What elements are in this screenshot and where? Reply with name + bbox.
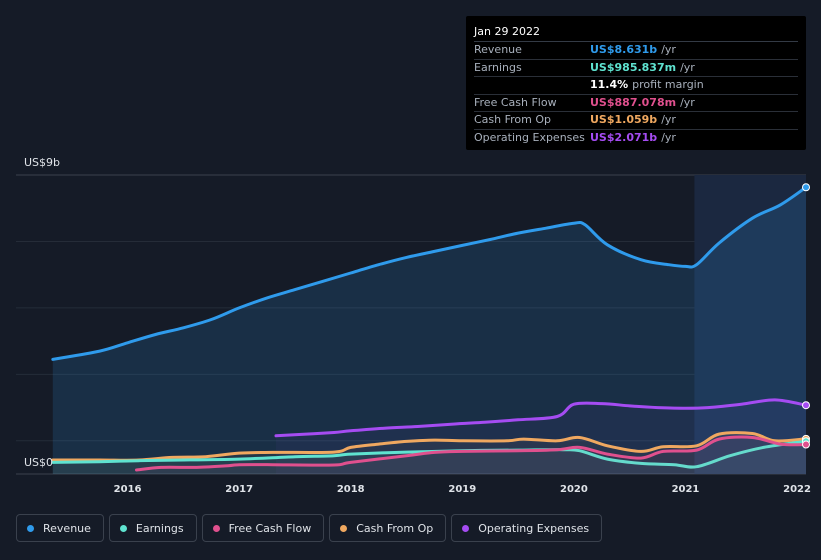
tooltip-row-value: US$985.837m [590,60,677,74]
tooltip-row: 11.4% profit margin [474,77,798,95]
series-line-free-cash-flow [135,435,808,472]
tooltip-row-label: Earnings [474,60,522,74]
legend-dot-icon [27,524,34,532]
legend-item-cash-from-op[interactable]: Cash From Op [329,514,447,542]
tooltip-row: Cash From Op US$1.059b/yr [474,112,798,130]
legend: Revenue Earnings Free Cash Flow Cash From O… [16,514,603,542]
legend-item-operating-expenses[interactable]: Operating Expenses [451,514,603,542]
x-axis-ticks: 2016 2017 2018 2019 2020 2021 2022 [114,484,811,495]
tooltip-row-unit: /yr [680,60,695,74]
x-tick-label: 2016 [114,484,142,495]
legend-item-free-cash-flow[interactable]: Free Cash Flow [201,514,325,542]
legend-label: Operating Expenses [478,521,590,535]
legend-dot-icon [119,524,127,532]
tooltip-row-value: 11.4% [590,78,629,92]
tooltip-row: Free Cash Flow US$887.078m/yr [474,95,798,113]
legend-label: Earnings [135,521,184,535]
series-line-cash-from-op [51,431,808,462]
chart-series [51,185,808,475]
tooltip-row-label: Cash From Op [474,113,552,127]
tooltip-row-unit: /yr [661,130,676,144]
tooltip-row-label: Free Cash Flow [474,95,557,109]
tooltip-row-value: US$2.071b [590,130,658,144]
tooltip-row-value: US$8.631b [590,43,658,56]
tooltip-row-value: US$887.078m [590,95,677,109]
series-area-revenue [52,187,807,475]
tooltip-row: Operating Expenses US$2.071b/yr [474,130,798,147]
tooltip-row-label: Operating Expenses [474,130,585,144]
tooltip-row-unit: /yr [661,113,676,127]
tooltip-row-unit: profit margin [632,78,704,92]
legend-dot-icon [340,524,348,532]
y-axis-top-label: US$9b [24,156,60,169]
x-tick-label: 2018 [337,484,365,495]
end-marker-free-cash-flow [802,440,810,449]
series-area-free-cash-flow [136,437,806,474]
legend-label: Free Cash Flow [228,521,312,535]
highlight-region [694,175,806,474]
legend-item-revenue[interactable]: Revenue [16,514,104,542]
highlight-rect [694,175,806,474]
legend-label: Revenue [43,521,91,535]
x-tick-label: 2020 [560,484,588,495]
tooltip-row-value: US$1.059b [590,113,658,127]
x-tick-label: 2019 [448,484,476,495]
tooltip-row: Revenue US$8.631b/yr [474,42,798,60]
legend-dot-icon [462,524,470,532]
series-line-operating-expenses [274,398,808,438]
x-tick-label: 2021 [672,484,700,495]
x-tick-label: 2022 [783,484,811,495]
legend-dot-icon [212,524,220,532]
tooltip-row-unit: /yr [661,43,676,56]
tooltip-row: Earnings US$985.837m/yr [474,60,798,78]
y-axis-bottom-label: US$0 [24,456,53,469]
tooltip-row-unit: /yr [680,95,695,109]
tooltip-date: Jan 29 2022 [474,24,798,42]
legend-label: Cash From Op [356,521,434,535]
legend-item-earnings[interactable]: Earnings [108,514,197,542]
end-marker-revenue [802,183,810,192]
series-line-revenue [51,185,808,361]
end-marker-operating-expenses [802,401,810,410]
tooltip-row-label: Revenue [474,43,522,56]
chart-end-markers [802,183,810,449]
x-tick-label: 2017 [225,484,253,495]
tooltip-row-label [474,77,590,94]
tooltip: Jan 29 2022 Revenue US$8.631b/yr Earnings U… [466,16,806,150]
